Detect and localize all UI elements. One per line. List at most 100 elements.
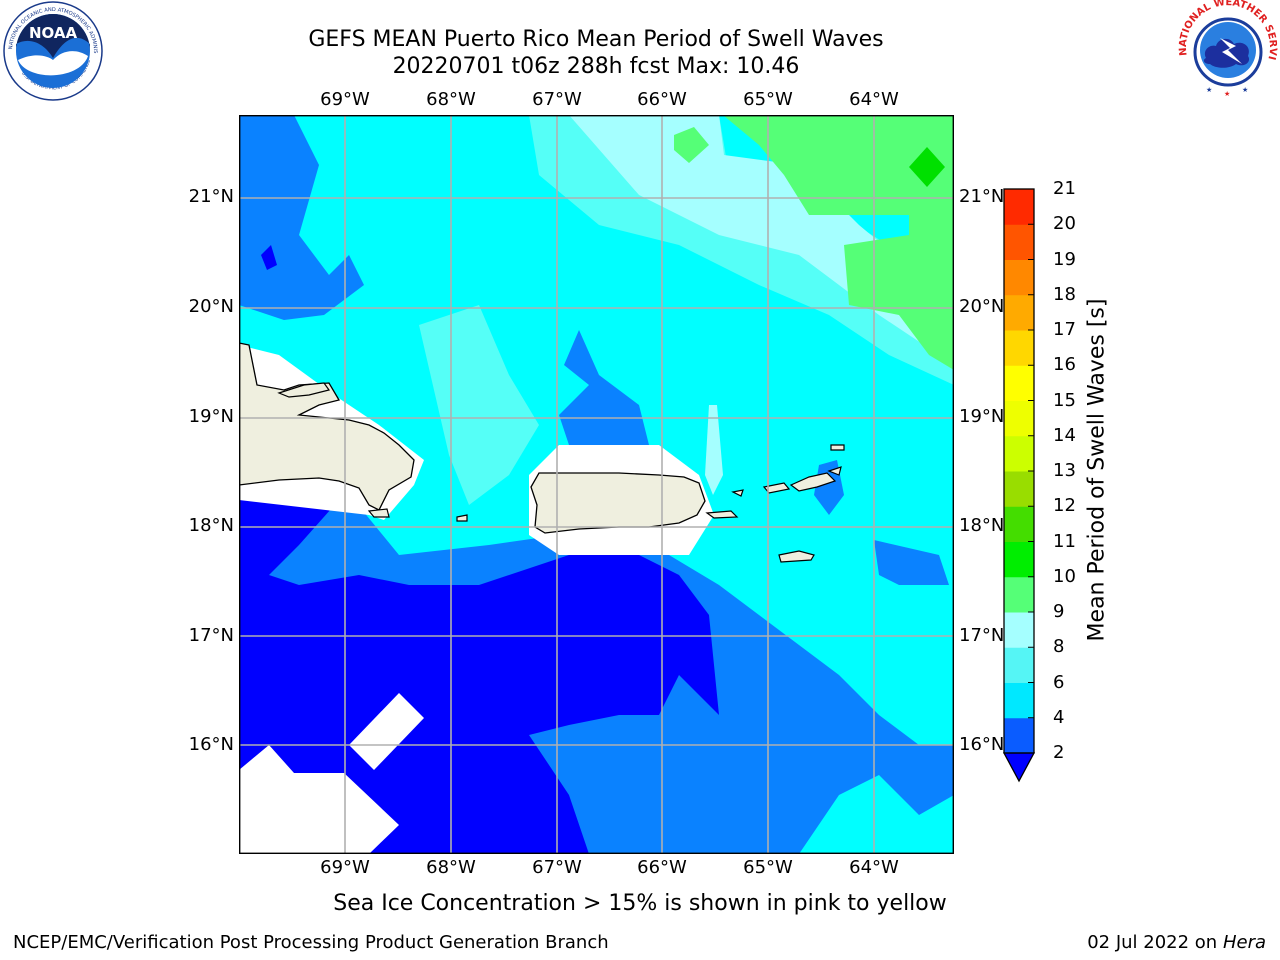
ocean-2-4-east — [874, 540, 949, 585]
svg-text:★: ★ — [1206, 86, 1212, 94]
chart-subtitle: 20220701 t06z 288h fcst Max: 10.46 — [392, 54, 800, 79]
lat-label-right-21n: 21°N — [959, 186, 1005, 207]
colorbar-segment — [1004, 471, 1034, 507]
ocean-8-9-center — [705, 405, 723, 495]
colorbar-segment — [1004, 717, 1034, 754]
chart-title: GEFS MEAN Puerto Rico Mean Period of Swe… — [308, 27, 884, 52]
footer-branch: NCEP/EMC/Verification Post Processing Pr… — [13, 932, 609, 953]
lon-label-top-64w: 64°W — [849, 89, 899, 110]
colorbar-segment — [1004, 647, 1034, 683]
colorbar-tick-label: 10 — [1053, 565, 1076, 587]
colorbar-tick-label: 21 — [1053, 178, 1076, 199]
ocean-2-northwest-spot — [261, 245, 277, 270]
missing-area-south-1 — [349, 693, 424, 770]
islet-north — [277, 382, 331, 398]
lon-label-bottom-67w: 67°W — [532, 857, 582, 878]
footer-host: Hera — [1222, 932, 1266, 953]
colorbar-segment — [1004, 612, 1034, 648]
colorbar-segment — [1004, 259, 1034, 296]
lat-label-left-18n: 18°N — [188, 515, 234, 536]
vieques — [705, 510, 739, 519]
swell-period-map — [239, 115, 954, 854]
virgin-gorda — [827, 466, 842, 476]
colorbar-segment — [1004, 224, 1034, 260]
ocean-deep-south — [239, 500, 719, 854]
colorbar-segment — [1004, 330, 1034, 366]
colorbar-extend-min — [1003, 752, 1035, 783]
footer-date: 02 Jul 2022 on Hera — [1087, 932, 1266, 953]
lat-label-left-17n: 17°N — [188, 625, 234, 646]
colorbar-tick-label: 16 — [1053, 354, 1076, 376]
lat-label-right-19n: 19°N — [959, 406, 1005, 427]
colorbar-tick-label: 20 — [1053, 213, 1076, 235]
colorbar-segment — [1004, 506, 1034, 542]
culebra — [731, 489, 744, 497]
colorbar-segment — [1004, 189, 1034, 225]
lat-label-right-18n: 18°N — [959, 515, 1005, 536]
colorbar — [1003, 188, 1035, 783]
colorbar-tick-label: 18 — [1053, 283, 1076, 305]
colorbar-tick-label: 15 — [1053, 389, 1076, 411]
ocean-2-4-northwest — [239, 115, 364, 320]
lon-label-top-68w: 68°W — [426, 89, 476, 110]
svg-text:★: ★ — [1242, 86, 1248, 94]
missing-area-south-2 — [239, 745, 399, 854]
footer-date-text: 02 Jul 2022 on — [1087, 932, 1223, 953]
ocean-9-10-spot — [674, 127, 709, 163]
ocean-6-8-center — [419, 305, 539, 505]
lon-label-top-69w: 69°W — [320, 89, 370, 110]
colorbar-tick-label: 19 — [1053, 248, 1076, 270]
isla-mona — [456, 514, 468, 522]
lat-label-right-16n: 16°N — [959, 734, 1005, 755]
colorbar-segment — [1004, 400, 1034, 437]
colorbar-tick-label: 6 — [1053, 671, 1065, 693]
colorbar-tick-label: 11 — [1053, 530, 1076, 552]
lon-label-bottom-66w: 66°W — [637, 857, 687, 878]
lon-label-bottom-65w: 65°W — [743, 857, 793, 878]
noaa-logo-text: NOAA — [29, 24, 78, 42]
nws-logo: NATIONAL WEATHER SERVICE ★ ★ ★ — [1176, 0, 1278, 102]
colorbar-tick-label: 4 — [1053, 706, 1065, 728]
lon-label-bottom-69w: 69°W — [320, 857, 370, 878]
colorbar-tick-label: 9 — [1053, 601, 1065, 622]
isla-saona — [367, 508, 390, 518]
map-frame — [239, 115, 954, 854]
svg-text:★: ★ — [1224, 90, 1230, 98]
colorbar-tick-label: 2 — [1053, 742, 1065, 763]
lon-label-bottom-64w: 64°W — [849, 857, 899, 878]
colorbar-segment — [1004, 541, 1034, 578]
lon-label-top-65w: 65°W — [743, 89, 793, 110]
colorbar-tick-label: 12 — [1053, 495, 1076, 517]
ocean-8-9-north — [569, 115, 954, 365]
colorbar-tick-label: 13 — [1053, 460, 1076, 481]
lon-label-bottom-68w: 68°W — [426, 857, 476, 878]
colorbar-segment — [1004, 435, 1034, 472]
colorbar-tick-label: 14 — [1053, 424, 1076, 446]
colorbar-segment — [1004, 365, 1034, 401]
ocean-10-11-spot — [909, 147, 945, 187]
colorbar-tick-label: 17 — [1053, 319, 1076, 340]
ocean-9-10-northeast — [723, 115, 954, 370]
colorbar-segment — [1004, 682, 1034, 719]
colorbar-label: Mean Period of Swell Waves [s] — [1084, 298, 1110, 642]
hispaniola-land — [239, 342, 415, 511]
colorbar-segment — [1004, 576, 1034, 613]
lat-label-right-20n: 20°N — [959, 296, 1005, 317]
sea-ice-note: Sea Ice Concentration > 15% is shown in … — [333, 891, 947, 916]
map-gridlines — [239, 115, 954, 854]
lat-label-left-20n: 20°N — [188, 296, 234, 317]
lon-label-top-66w: 66°W — [637, 89, 687, 110]
lat-label-left-19n: 19°N — [188, 406, 234, 427]
colorbar-tick-label: 8 — [1053, 636, 1065, 658]
lat-label-right-17n: 17°N — [959, 625, 1005, 646]
st-croix — [778, 550, 815, 563]
lon-label-top-67w: 67°W — [532, 89, 582, 110]
lat-label-left-21n: 21°N — [188, 186, 234, 207]
anegada — [830, 444, 845, 451]
tortola — [789, 472, 837, 492]
ocean-2-4-north-pr — [559, 330, 649, 445]
lat-label-left-16n: 16°N — [188, 734, 234, 755]
colorbar-segment — [1004, 294, 1034, 331]
noaa-logo: NATIONAL OCEANIC AND ATMOSPHERIC ADMINIS… — [0, 0, 103, 101]
ocean-4-6-east — [869, 615, 954, 715]
